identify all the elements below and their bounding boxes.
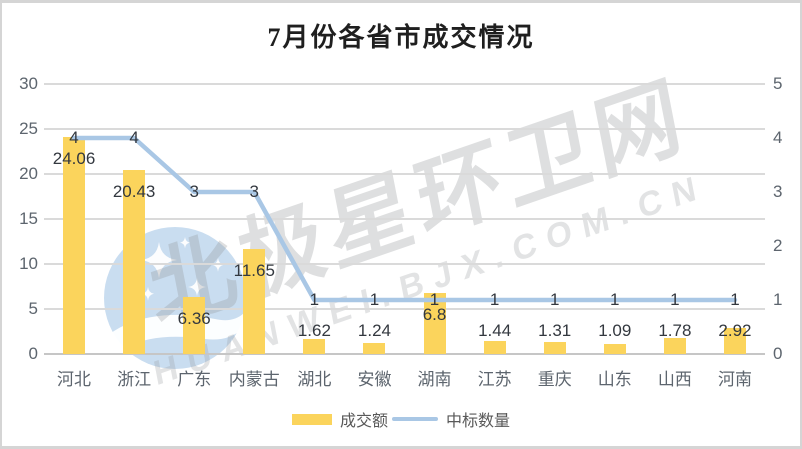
bar-安徽 (363, 342, 386, 354)
right-axis-tick: 1 (773, 290, 783, 309)
right-axis-tick: 3 (773, 182, 783, 201)
gridline (44, 83, 765, 85)
bar-value-label: 1.31 (538, 321, 572, 340)
gridline (44, 218, 765, 220)
category-label-重庆: 重庆 (537, 370, 572, 389)
line-value-label: 1 (549, 290, 560, 309)
line-value-label: 1 (369, 290, 380, 309)
left-axis-tick: 15 (19, 209, 38, 228)
gridline (44, 128, 765, 130)
line-value-label: 1 (309, 290, 320, 309)
category-label-浙江: 浙江 (117, 370, 152, 389)
line-series-swatch (392, 417, 438, 421)
left-axis-tick: 20 (19, 164, 38, 183)
bar-value-label: 20.43 (112, 182, 156, 202)
right-axis-tick: 2 (773, 236, 783, 255)
bar-河南 (723, 327, 746, 354)
right-axis-tick: 4 (773, 128, 783, 147)
line-value-label: 1 (489, 290, 500, 309)
line-value-label: 1 (429, 290, 440, 309)
category-label-河南: 河南 (717, 370, 752, 389)
line-value-label: 1 (670, 290, 680, 309)
bar-value-label: 1.62 (297, 321, 331, 340)
line-path (71, 135, 738, 303)
bar-value-label: 1.09 (598, 321, 632, 340)
left-axis-tick: 0 (28, 344, 38, 363)
category-label-安徽: 安徽 (357, 370, 392, 389)
bar-江苏 (483, 341, 506, 354)
category-label-广东: 广东 (177, 370, 212, 389)
left-axis-tick: 25 (19, 119, 38, 138)
bar-山东 (603, 344, 626, 354)
gridline (44, 353, 765, 355)
legend-line-label: 中标数量 (446, 413, 511, 430)
right-axis-tick: 0 (773, 344, 783, 363)
category-label-湖南: 湖南 (417, 370, 452, 389)
bar-value-label: 2.92 (718, 321, 752, 340)
line-value-label: 4 (129, 128, 139, 147)
gridline (44, 308, 765, 310)
line-value-label: 1 (610, 290, 620, 309)
gridline (44, 173, 765, 175)
bar-value-label: 6.8 (422, 304, 447, 324)
bar-value-label: 1.44 (478, 321, 512, 340)
left-axis-tick: 10 (19, 254, 38, 273)
right-axis-tick: 5 (773, 74, 783, 93)
line-value-label: 3 (189, 182, 199, 201)
bar-湖南 (423, 292, 446, 354)
line-value-label: 3 (249, 182, 260, 201)
category-label-湖北: 湖北 (297, 370, 332, 389)
bar-重庆 (543, 342, 566, 354)
legend-item-line-series: 中标数量 (392, 407, 510, 431)
left-axis-tick: 30 (19, 74, 38, 93)
bar-series-swatch (291, 413, 332, 425)
bar-value-label: 11.65 (233, 261, 275, 281)
bar-value-label: 6.36 (177, 308, 211, 328)
line-value-label: 1 (730, 290, 740, 309)
bar-value-label: 24.06 (52, 149, 96, 169)
bar-河北 (63, 137, 86, 354)
bar-value-label: 1.78 (658, 321, 692, 340)
bar-山西 (663, 337, 686, 354)
legend-item-bar-series: 成交额 (291, 407, 388, 431)
category-label-山西: 山西 (657, 370, 692, 389)
line-series (71, 135, 738, 303)
category-label-山东: 山东 (597, 370, 632, 389)
gridline (44, 263, 765, 265)
category-label-内蒙古: 内蒙古 (228, 370, 280, 389)
bar-value-label: 1.24 (357, 321, 391, 340)
category-label-河北: 河北 (57, 370, 92, 389)
chart-legend: 成交额 中标数量 (2, 407, 800, 431)
left-axis-tick: 5 (28, 299, 38, 318)
bar-湖北 (303, 339, 326, 354)
legend-bar-label: 成交额 (339, 413, 388, 430)
line-value-label: 4 (69, 128, 79, 147)
chart-title: 7月份各省市成交情况 (267, 23, 535, 52)
category-label-江苏: 江苏 (477, 370, 512, 389)
